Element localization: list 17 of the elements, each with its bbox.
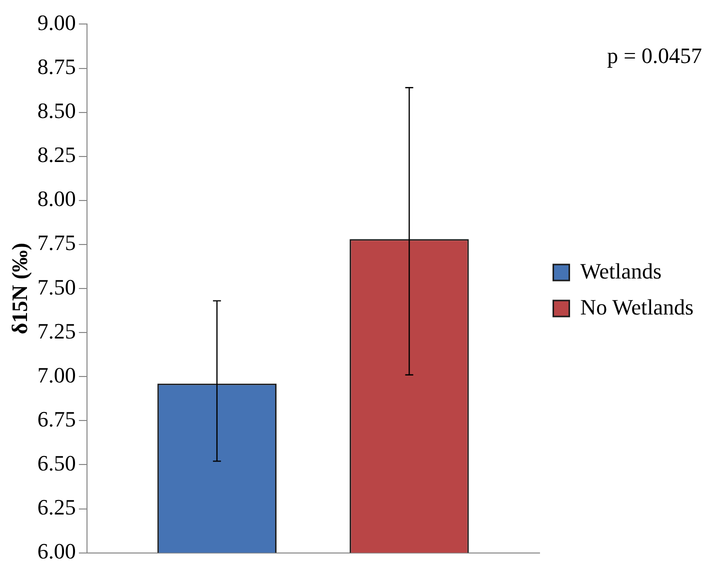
y-tick-label: 7.00 xyxy=(37,362,76,388)
y-tick-label: 6.25 xyxy=(37,494,76,520)
y-tick-label: 7.50 xyxy=(37,274,76,300)
y-tick-label: 6.75 xyxy=(37,406,76,432)
y-tick-label: 7.25 xyxy=(37,318,76,344)
legend-label: No Wetlands xyxy=(580,294,694,320)
y-tick-label: 6.00 xyxy=(37,538,76,564)
y-tick-label: 8.00 xyxy=(37,186,76,212)
legend-label: Wetlands xyxy=(580,258,662,284)
text: p = 0.0457 xyxy=(607,42,702,68)
y-tick-label: 9.00 xyxy=(37,10,76,35)
y-tick-label: 8.75 xyxy=(37,54,76,80)
y-tick-label: 8.25 xyxy=(37,142,76,168)
y-tick-label: 8.50 xyxy=(37,98,76,124)
y-tick-label: 6.50 xyxy=(37,450,76,476)
y-axis-title: δ15N (‰) xyxy=(6,242,32,334)
y-tick-label: 7.75 xyxy=(37,230,76,256)
